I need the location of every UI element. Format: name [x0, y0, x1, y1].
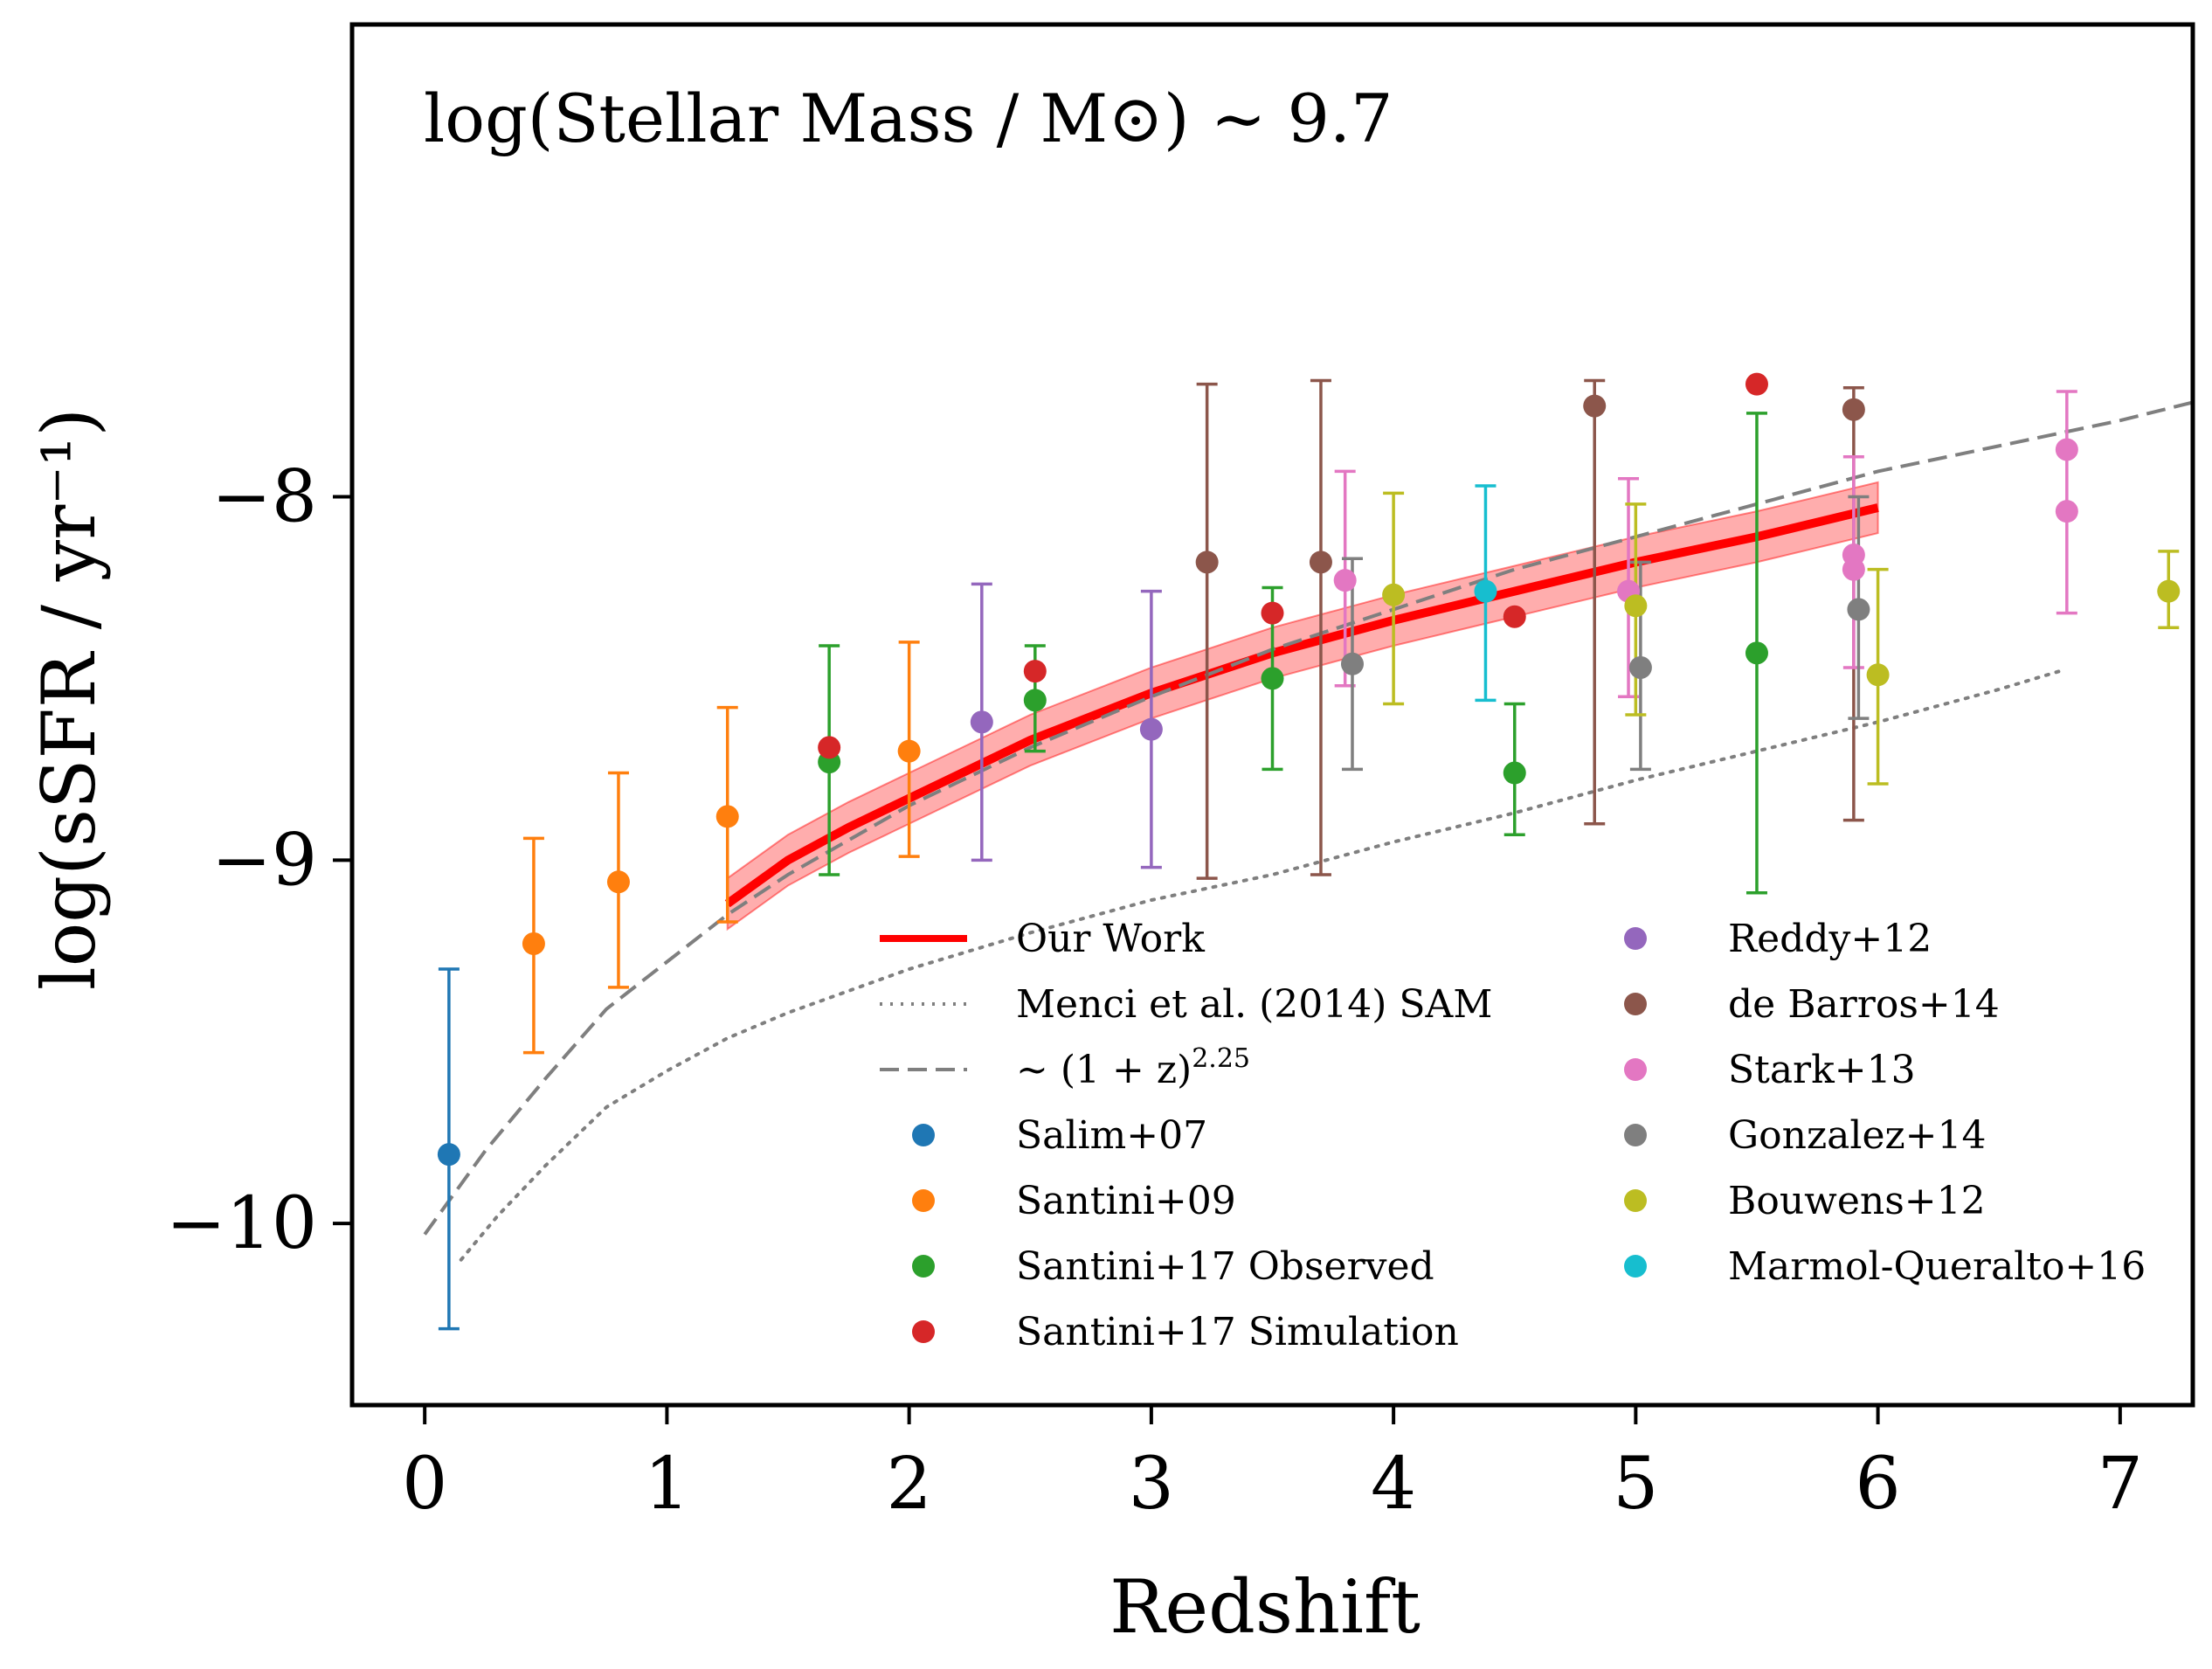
reddy-12-legend-swatch [1624, 927, 1647, 950]
de-barros-14-errorbar [1196, 382, 1218, 880]
bouwens-12-legend-swatch [1624, 1189, 1647, 1212]
santini-17-observed-legend-swatch [912, 1255, 935, 1278]
our-work-legend-label: Our Work [1016, 917, 1205, 961]
menci-et-al-2014-sam-legend-label: Menci et al. (2014) SAM [1016, 982, 1492, 1027]
marmol-queralto-16-legend-label: Marmol-Queralto+16 [1728, 1244, 2146, 1289]
bouwens-12-point [2157, 579, 2181, 603]
santini-17-simulation-point [1503, 605, 1526, 628]
de-barros-14-point [1309, 551, 1332, 574]
marmol-queralto-16-point [1474, 579, 1497, 603]
santini-09-legend-label: Santini+09 [1016, 1179, 1236, 1223]
bouwens-12-legend-label: Bouwens+12 [1728, 1179, 1986, 1223]
santini-17-observed-point [1503, 761, 1526, 785]
santini-09-point [522, 931, 545, 955]
santini-09-point [715, 805, 739, 828]
de-barros-14-point [1195, 551, 1219, 574]
gonzalez-14-point [1340, 652, 1364, 675]
x-tick-label: 6 [1856, 1443, 1901, 1526]
de-barros-14-legend-swatch [1624, 993, 1647, 1015]
reddy-12-point [1139, 717, 1163, 741]
santini-17-observed-point [1261, 667, 1284, 690]
menci-et-al-2014-sam-line [459, 669, 2062, 1262]
gonzalez-14-legend-swatch [1624, 1124, 1647, 1146]
y-tick-label: −10 [166, 1182, 317, 1265]
santini-17-simulation-point [1261, 601, 1284, 625]
x-tick-label: 7 [2098, 1443, 2143, 1526]
plot-frame [349, 22, 2195, 1408]
gonzalez-14-point [1628, 655, 1652, 679]
stark-13-point [1333, 569, 1357, 592]
santini-17-observed-point [1745, 641, 1768, 665]
de-barros-14-point [1842, 398, 1865, 421]
de-barros-14-legend-label: de Barros+14 [1728, 982, 2000, 1027]
gonzalez-14-legend-label: Gonzalez+14 [1728, 1113, 1987, 1158]
y-tick-label: −8 [211, 456, 317, 539]
x-tick-label: 1 [644, 1443, 689, 1526]
stark-13-point [2055, 438, 2078, 461]
santini-17-simulation-legend-label: Santini+17 Simulation [1016, 1310, 1459, 1354]
de-barros-14-point [1583, 394, 1607, 418]
stark-13-legend-swatch [1624, 1058, 1647, 1081]
1-z-2-25-line [423, 400, 2194, 1236]
point-layer [437, 372, 2181, 1167]
salim-07-legend-swatch [912, 1124, 935, 1146]
santini-17-simulation-point [818, 736, 841, 759]
gonzalez-14-point [1847, 598, 1870, 621]
santini-09-legend-swatch [912, 1189, 935, 1212]
santini-17-observed-legend-label: Santini+17 Observed [1016, 1244, 1434, 1289]
bouwens-12-point [1866, 663, 1890, 687]
salim-07-legend-label: Salim+07 [1016, 1113, 1207, 1158]
marmol-queralto-16-legend-swatch [1624, 1255, 1647, 1278]
mass-annotation: log(Stellar Mass / M⊙) ~ 9.7 [424, 80, 1393, 157]
de-barros-14-errorbar [1310, 378, 1331, 876]
x-tick-label: 2 [887, 1443, 932, 1526]
bouwens-12-point [1382, 583, 1406, 606]
tick-layer: 0 1 2 3 4 5 6 7 −8 −9 −10 [166, 456, 2143, 1526]
santini-09-point [606, 870, 630, 894]
stark-13-legend-label: Stark+13 [1728, 1048, 1916, 1092]
santini-17-simulation-point [1023, 660, 1047, 683]
bouwens-12-point [1624, 594, 1648, 618]
x-tick-label: 5 [1613, 1443, 1658, 1526]
x-tick-label: 3 [1129, 1443, 1174, 1526]
salim-07-point [437, 1143, 460, 1167]
x-tick-label: 0 [402, 1443, 447, 1526]
santini-17-observed-point [1023, 689, 1047, 712]
santini-17-simulation-point [1745, 372, 1768, 396]
x-tick-label: 4 [1371, 1443, 1416, 1526]
y-tick-label: −9 [211, 819, 317, 902]
reddy-12-point [970, 710, 993, 734]
santini-09-point [897, 739, 921, 763]
reddy-12-legend-label: Reddy+12 [1728, 917, 1932, 961]
y-axis-label: log(sSFR / yr⁻¹) [26, 408, 112, 990]
line-layer [423, 400, 2194, 1262]
de-barros-14-errorbar [1584, 378, 1606, 826]
x-axis-label: Redshift [1109, 1564, 1421, 1650]
santini-17-simulation-legend-swatch [912, 1320, 935, 1343]
stark-13-point [1842, 557, 1865, 581]
stark-13-point [2055, 500, 2078, 523]
